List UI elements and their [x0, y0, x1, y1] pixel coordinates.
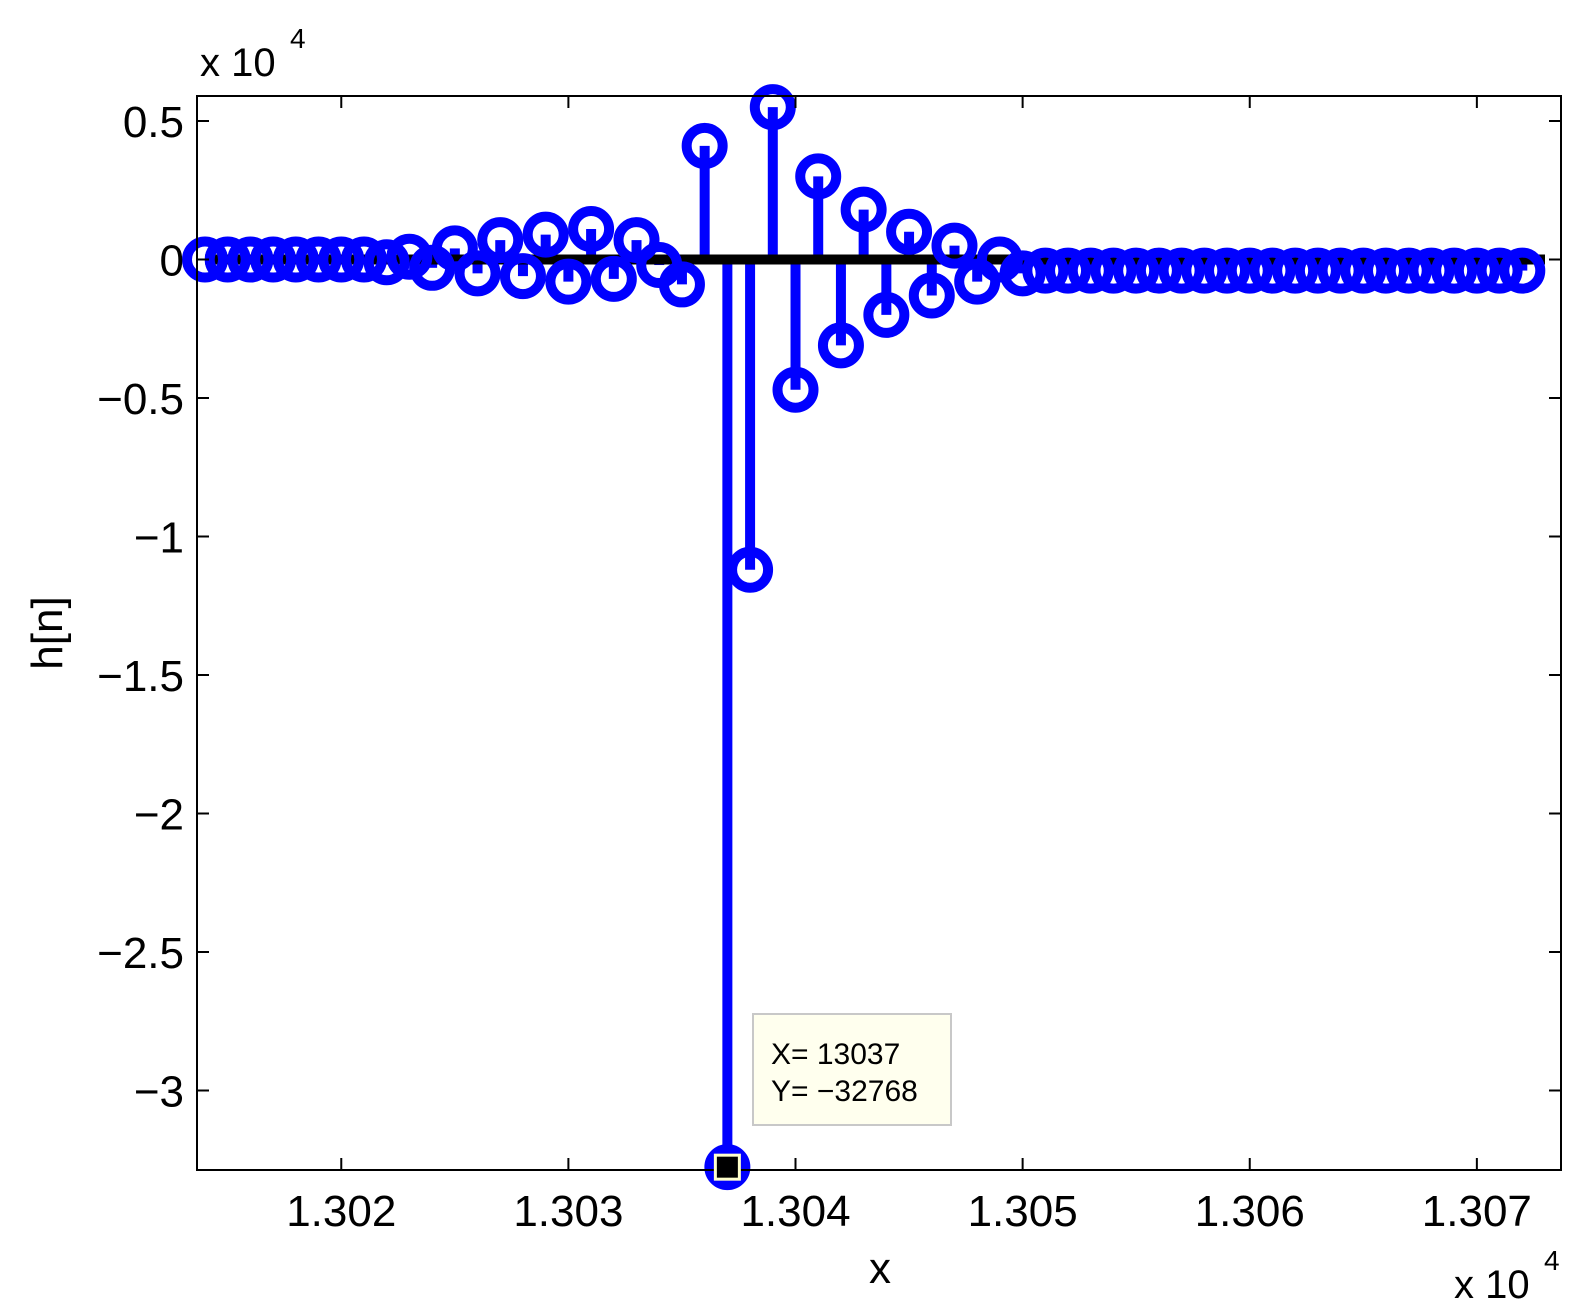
stem-marker: [590, 255, 637, 302]
x-tick-label: 1.305: [968, 1187, 1078, 1236]
stem-marker: [908, 272, 955, 319]
datatip-marker-group: [713, 1153, 741, 1181]
y-multiplier-base: x 10: [200, 41, 276, 85]
stem-marker: [499, 253, 546, 300]
y-axis-label: h[n]: [23, 596, 72, 669]
stem-marker: [1385, 247, 1432, 294]
x-multiplier-base: x 10: [1454, 1263, 1530, 1304]
y-ticks: 0.5 0 −0.5 −1 −1.5 −2 −2.5 −3: [97, 98, 1561, 1117]
stem-marker: [386, 233, 433, 280]
y-multiplier: x 10 4: [200, 23, 306, 85]
stem-marker: [727, 546, 774, 593]
stem-marker: [658, 261, 705, 308]
stem-marker: [1453, 247, 1500, 294]
stem-marker: [522, 211, 569, 258]
stem-marker: [1294, 247, 1341, 294]
stem-marker: [613, 217, 660, 264]
stem-marker: [1431, 247, 1478, 294]
x-multiplier-exponent: 4: [1544, 1245, 1560, 1276]
datatip-y-value: Y= −32768: [771, 1075, 918, 1108]
datatip[interactable]: X= 13037 Y= −32768: [752, 1013, 952, 1126]
stem-marker: [1272, 247, 1319, 294]
stem-marker: [318, 236, 365, 283]
stem-marker: [1317, 247, 1364, 294]
stem-marker: [1363, 247, 1410, 294]
stem-marker: [1113, 247, 1160, 294]
stem-marker: [363, 239, 410, 286]
stem-marker: [931, 222, 978, 269]
stem-marker: [1226, 247, 1273, 294]
datatip-box: [752, 1013, 952, 1126]
stem-marker: [886, 208, 933, 255]
stem-marker: [1204, 247, 1251, 294]
stem-marker: [704, 1144, 751, 1191]
y-tick-label: −0.5: [97, 375, 184, 424]
stem-marker: [1476, 247, 1523, 294]
stem-marker: [477, 217, 524, 264]
stem-marker: [1181, 247, 1228, 294]
datatip-x-value: X= 13037: [771, 1038, 900, 1071]
plot-frame: [196, 95, 1562, 1171]
stem-marker: [431, 225, 478, 272]
stem-markers: [182, 84, 1546, 1191]
stem-marker: [1090, 247, 1137, 294]
stem-marker: [681, 122, 728, 169]
x-tick-label: 1.303: [513, 1187, 623, 1236]
stem-marker: [340, 236, 387, 283]
x-tick-label: 1.306: [1195, 1187, 1305, 1236]
stem-marker: [1158, 247, 1205, 294]
x-tick-label: 1.307: [1422, 1187, 1532, 1236]
x-tick-label: 1.304: [740, 1187, 850, 1236]
y-multiplier-exponent: 4: [290, 23, 306, 54]
datatip-point-marker[interactable]: [713, 1153, 741, 1181]
stem-marker: [772, 366, 819, 413]
stem-marker: [545, 258, 592, 305]
stem-marker: [568, 206, 615, 253]
y-tick-label: −3: [134, 1068, 184, 1117]
x-axis-label: x: [869, 1244, 891, 1293]
y-tick-label: −1.5: [97, 652, 184, 701]
stem-marker: [840, 186, 887, 233]
stem-marker: [1499, 247, 1546, 294]
stem-marker: [295, 236, 342, 283]
stem-marker: [1340, 247, 1387, 294]
y-tick-label: 0: [160, 237, 184, 286]
x-multiplier: x 10 4: [1454, 1245, 1560, 1304]
x-tick-label: 1.302: [286, 1187, 396, 1236]
y-tick-label: −2.5: [97, 929, 184, 978]
y-tick-label: −2: [134, 791, 184, 840]
stem-marker: [182, 236, 228, 283]
stem-marker: [272, 236, 319, 283]
x-ticks: 1.302 1.303 1.304 1.305 1.306 1.307: [286, 96, 1532, 1236]
stem-marker: [1408, 247, 1455, 294]
stem-marker: [1249, 247, 1296, 294]
stem-marker: [749, 84, 796, 131]
stem-marker: [204, 236, 251, 283]
stem-marker: [250, 236, 297, 283]
stem-marker: [795, 153, 842, 200]
stem-marker: [1135, 247, 1182, 294]
stem-marker: [863, 291, 910, 338]
stem-marker: [1067, 247, 1114, 294]
y-tick-label: −1: [134, 514, 184, 563]
y-tick-label: 0.5: [123, 98, 184, 147]
stem-marker: [999, 250, 1046, 297]
stem-marker: [454, 250, 501, 297]
stem-marker: [227, 236, 274, 283]
stem-marker: [817, 322, 864, 369]
stem-marker: [1045, 247, 1092, 294]
stem-marker: [1022, 247, 1069, 294]
